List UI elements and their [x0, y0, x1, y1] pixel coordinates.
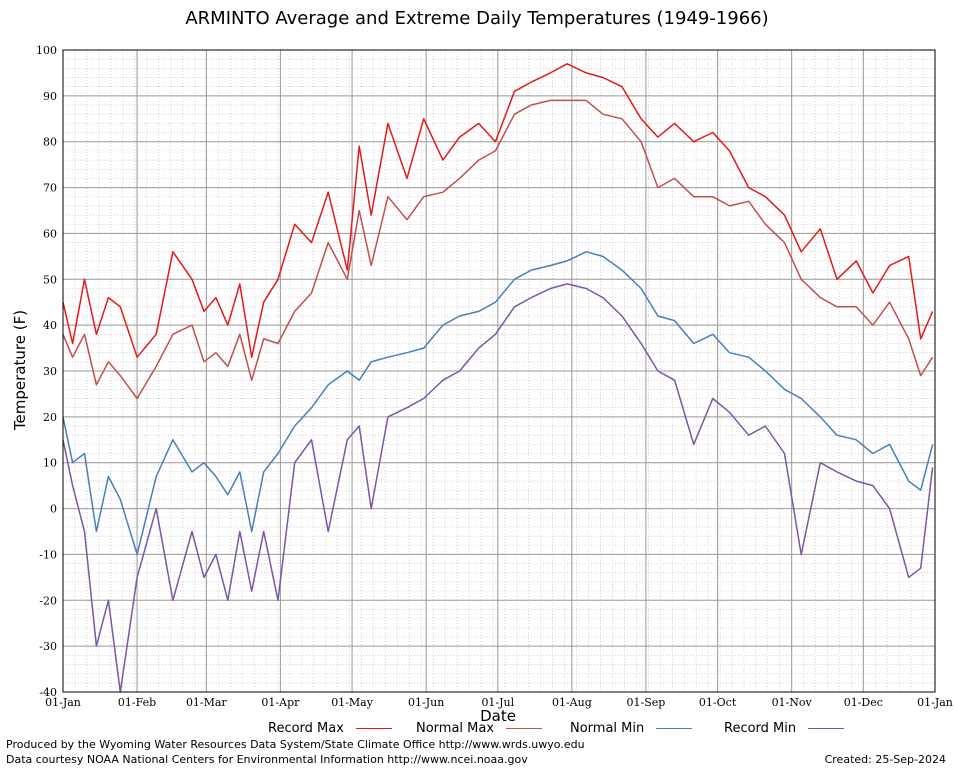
series-line-normal-min — [62, 251, 934, 556]
y-tick-label: 70 — [43, 182, 57, 195]
x-tick-label: 01-Feb — [118, 696, 156, 709]
footer-produced: Produced by the Wyoming Water Resources … — [6, 738, 585, 751]
legend-record-min: Record Min — [724, 721, 845, 736]
series-line-normal-max — [62, 99, 934, 400]
legend-label: Normal Min — [570, 721, 645, 736]
y-tick-label: -10 — [39, 548, 57, 561]
x-tick-label: 01-May — [331, 696, 374, 709]
chart-title: ARMINTO Average and Extreme Daily Temper… — [185, 8, 769, 29]
x-tick-label: 01-Mar — [186, 696, 228, 709]
x-tick-label: 01-Sep — [627, 696, 666, 709]
x-tick-label: 01-Oct — [699, 696, 737, 709]
footer-created: Created: 25-Sep-2024 — [824, 753, 946, 766]
legend-label: Record Min — [724, 721, 797, 736]
plot-frame — [62, 49, 936, 693]
series-line-record-min — [62, 283, 934, 693]
legend-normal-max: Normal Max — [416, 721, 543, 736]
legend-swatch — [355, 728, 392, 729]
x-tick-label: 01-Apr — [261, 696, 300, 709]
x-tick-label: 01-Jan — [45, 696, 81, 709]
y-tick-label: 50 — [43, 273, 57, 286]
y-tick-label: 100 — [36, 44, 57, 57]
series-line-record-max — [62, 63, 934, 358]
legend-normal-min: Normal Min — [570, 721, 693, 736]
y-tick-label: -40 — [39, 686, 57, 699]
x-tick-label: 01-Dec — [844, 696, 883, 709]
y-tick-label: 30 — [43, 365, 57, 378]
y-tick-label: 20 — [43, 411, 57, 424]
x-tick-labels: 01-Jan 01-Feb 01-Mar 01-Apr 01-May 01-Jun 01-J… — [45, 696, 953, 709]
y-tick-label: 80 — [43, 136, 57, 149]
legend-label: Normal Max — [416, 721, 495, 736]
series-lines — [62, 63, 934, 693]
legend-swatch — [808, 728, 845, 729]
x-tick-label: 01-Aug — [552, 696, 592, 709]
x-tick-label: 01-Jun — [408, 696, 444, 709]
legend-swatch — [506, 728, 543, 729]
y-tick-label: 90 — [43, 90, 57, 103]
y-tick-label: 0 — [50, 503, 57, 516]
x-tick-label: 01-Nov — [772, 696, 813, 709]
y-tick-label: 60 — [43, 227, 57, 240]
legend-swatch — [656, 728, 693, 729]
y-axis-label: Temperature (F) — [11, 309, 29, 431]
y-tick-label: 10 — [43, 457, 57, 470]
legend-record-max: Record Max — [268, 721, 392, 736]
x-tick-label: 01-Jul — [481, 696, 514, 709]
y-tick-label: 40 — [43, 319, 57, 332]
y-tick-label: -20 — [39, 594, 57, 607]
footer-courtesy: Data courtesy NOAA National Centers for … — [6, 753, 528, 766]
x-tick-label: 01-Jan — [917, 696, 953, 709]
x-axis-label: Date — [480, 707, 516, 725]
grid-lines — [62, 49, 936, 693]
legend-label: Record Max — [268, 721, 344, 736]
y-tick-label: -30 — [39, 640, 57, 653]
